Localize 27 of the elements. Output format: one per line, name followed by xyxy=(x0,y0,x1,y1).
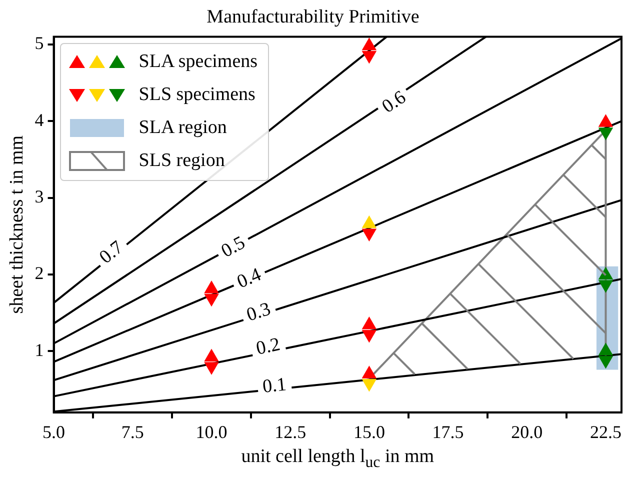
x-tick-label: 22.5 xyxy=(590,422,622,442)
chart-title: Manufacturability Primitive xyxy=(206,6,420,28)
x-tick-label: 17.5 xyxy=(432,422,464,442)
annotation: 0.2 xyxy=(254,334,282,360)
annotation: 0.7 xyxy=(96,236,128,268)
legend-label: SLA region xyxy=(138,117,227,140)
x-axis-title: unit cell length l$_{uc}$ in mm xyxy=(241,446,434,472)
legend-label: SLS specimens xyxy=(138,84,256,106)
y-tick-label: 5 xyxy=(34,33,44,54)
legend-label: SLS region xyxy=(138,150,225,172)
annotation: 0.4 xyxy=(234,264,265,293)
annotation: 0.5 xyxy=(218,232,249,262)
x-tick-label: 15.0 xyxy=(353,422,385,442)
x-tick-label: 20.0 xyxy=(511,422,543,442)
legend-label: SLA specimens xyxy=(138,51,258,74)
y-tick-label: 4 xyxy=(34,110,44,130)
x-tick-label: 12.5 xyxy=(274,422,306,442)
annotation: 0.3 xyxy=(244,298,274,326)
x-tick-label: 7.5 xyxy=(121,422,144,442)
annotation: 0.1 xyxy=(262,374,288,398)
x-tick-label: 5.0 xyxy=(42,422,66,442)
x-tick-label: 10.0 xyxy=(196,422,228,442)
y-axis-title: sheet thickness t in mm xyxy=(6,135,28,314)
y-tick-label: 3 xyxy=(34,186,44,207)
annotation: 0.6 xyxy=(378,86,410,118)
y-tick-label: 1 xyxy=(34,340,44,360)
y-tick-label: 2 xyxy=(34,263,44,284)
